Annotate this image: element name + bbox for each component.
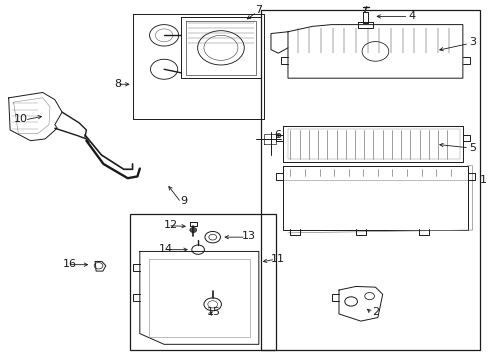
Text: 13: 13 (242, 231, 256, 242)
Bar (261, 10, 479, 350)
Text: 10: 10 (14, 114, 28, 124)
Text: 6: 6 (273, 130, 280, 140)
Text: 3: 3 (468, 37, 475, 48)
Text: 1: 1 (479, 175, 486, 185)
Text: 14: 14 (158, 244, 172, 254)
Text: 4: 4 (407, 11, 415, 21)
Text: 5: 5 (468, 143, 475, 153)
Text: 9: 9 (180, 197, 187, 206)
Text: 12: 12 (163, 220, 177, 230)
Text: 16: 16 (62, 259, 76, 269)
Text: 11: 11 (271, 253, 285, 264)
Bar (130, 214, 275, 350)
Text: 15: 15 (207, 307, 221, 317)
Text: 7: 7 (255, 5, 262, 15)
Circle shape (189, 228, 196, 233)
Text: 8: 8 (114, 78, 122, 89)
Text: 2: 2 (371, 307, 378, 317)
